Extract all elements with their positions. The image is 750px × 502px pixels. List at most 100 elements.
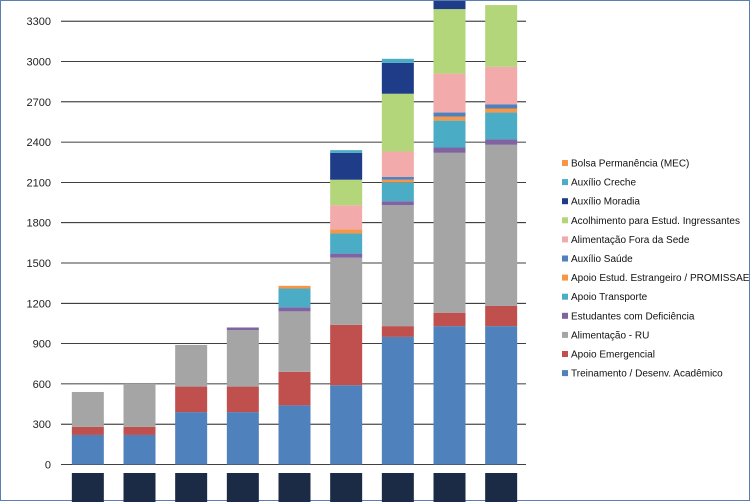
bar-segment bbox=[227, 330, 259, 386]
bar-segment bbox=[72, 427, 104, 435]
y-axis-tick-labels: 0 300 600 900 1200 1500 1800 2100 2400 2700 3000 33… bbox=[27, 16, 51, 471]
bar-segment bbox=[330, 150, 362, 153]
bar-segment bbox=[434, 1, 466, 9]
y-tick-label: 0 bbox=[45, 460, 51, 472]
y-tick-label: 2100 bbox=[27, 177, 51, 189]
legend-label: Auxílio Saúde bbox=[571, 254, 633, 265]
bar-base bbox=[382, 473, 414, 502]
bar-segment bbox=[382, 94, 414, 152]
legend-swatch bbox=[562, 313, 568, 319]
bar-segment bbox=[330, 180, 362, 206]
legend-label: Auxílio Creche bbox=[571, 178, 636, 189]
y-tick-label: 3000 bbox=[27, 57, 51, 69]
bar-segment bbox=[485, 113, 517, 140]
legend-swatch bbox=[562, 370, 568, 376]
bar-segment bbox=[382, 63, 414, 94]
bar-segment bbox=[382, 177, 414, 180]
bar-segment bbox=[485, 104, 517, 108]
legend-swatch bbox=[562, 179, 568, 185]
bar-bases bbox=[72, 473, 517, 502]
y-tick-label: 3300 bbox=[27, 16, 51, 28]
legend-swatch bbox=[562, 198, 568, 204]
bar-segment bbox=[382, 180, 414, 183]
bar-segment bbox=[175, 387, 207, 413]
bar-segment bbox=[485, 139, 517, 144]
bar-segment bbox=[434, 117, 466, 121]
legend-swatch bbox=[562, 332, 568, 338]
bar-base bbox=[279, 473, 311, 502]
bar-base bbox=[72, 473, 104, 502]
bar-segment bbox=[330, 258, 362, 325]
bar-segment bbox=[279, 289, 311, 308]
legend-swatch bbox=[562, 160, 568, 166]
legend-label: Apoio Estud. Estrangeiro / PROMISSAES bbox=[571, 273, 750, 284]
bar-segment bbox=[382, 201, 414, 205]
bar-segment bbox=[279, 311, 311, 371]
legend-label: Auxílio Moradia bbox=[571, 197, 640, 208]
bar-segment bbox=[124, 384, 156, 427]
bar-segment bbox=[434, 113, 466, 117]
bar-segment bbox=[382, 337, 414, 465]
bar-segment bbox=[227, 327, 259, 330]
bar-segment bbox=[485, 67, 517, 105]
y-tick-label: 2400 bbox=[27, 137, 51, 149]
bar-segment bbox=[72, 435, 104, 465]
bar-segment bbox=[279, 405, 311, 464]
legend-swatch bbox=[562, 236, 568, 242]
bar-segment bbox=[330, 229, 362, 233]
bar-base bbox=[485, 473, 517, 502]
bar-segment bbox=[382, 326, 414, 337]
bar-segment bbox=[124, 435, 156, 465]
bar-segment bbox=[175, 412, 207, 464]
bar-segment bbox=[382, 205, 414, 326]
bar-segment bbox=[434, 9, 466, 73]
legend-label: Bolsa Permanência (MEC) bbox=[571, 159, 689, 170]
legend-swatch bbox=[562, 217, 568, 223]
bar-segment bbox=[485, 109, 517, 113]
y-tick-label: 300 bbox=[33, 419, 51, 431]
bar-segment bbox=[434, 153, 466, 313]
y-tick-label: 1200 bbox=[27, 298, 51, 310]
bar-base bbox=[175, 473, 207, 502]
bar-segment bbox=[330, 233, 362, 253]
bar-segment bbox=[434, 74, 466, 113]
legend-label: Apoio Transporte bbox=[571, 292, 648, 303]
bar-base bbox=[434, 473, 466, 502]
bar-segment bbox=[485, 145, 517, 306]
bar-segment bbox=[382, 182, 414, 201]
bar-segment bbox=[330, 205, 362, 229]
legend-swatch bbox=[562, 294, 568, 300]
bar-segment bbox=[227, 387, 259, 413]
bar-segment bbox=[175, 345, 207, 387]
bar-segment bbox=[279, 307, 311, 311]
bar-segment bbox=[124, 427, 156, 435]
bar-segment bbox=[279, 372, 311, 406]
y-tick-label: 1800 bbox=[27, 218, 51, 230]
legend-label: Apoio Emergencial bbox=[571, 350, 655, 361]
bar-base bbox=[330, 473, 362, 502]
bar-segment bbox=[485, 326, 517, 464]
y-tick-label: 900 bbox=[33, 339, 51, 351]
bar-segment bbox=[72, 392, 104, 427]
bar-segment bbox=[279, 286, 311, 289]
bar-segment bbox=[330, 153, 362, 180]
bar-base bbox=[227, 473, 259, 502]
y-tick-label: 600 bbox=[33, 379, 51, 391]
bar-segment bbox=[330, 385, 362, 464]
legend-swatch bbox=[562, 275, 568, 281]
bar-segment bbox=[485, 306, 517, 326]
bar-segment bbox=[434, 121, 466, 148]
bar-segment bbox=[227, 412, 259, 464]
legend-swatch bbox=[562, 256, 568, 262]
bar-segment bbox=[382, 152, 414, 178]
y-tick-label: 2700 bbox=[27, 97, 51, 109]
legend-swatch bbox=[562, 351, 568, 357]
bar-base bbox=[124, 473, 156, 502]
legend-label: Alimentação Fora da Sede bbox=[571, 235, 690, 246]
bar-segment bbox=[434, 313, 466, 326]
bar-segment bbox=[382, 59, 414, 63]
bar-stacks bbox=[72, 1, 517, 464]
legend-label: Estudantes com Deficiência bbox=[571, 311, 695, 322]
